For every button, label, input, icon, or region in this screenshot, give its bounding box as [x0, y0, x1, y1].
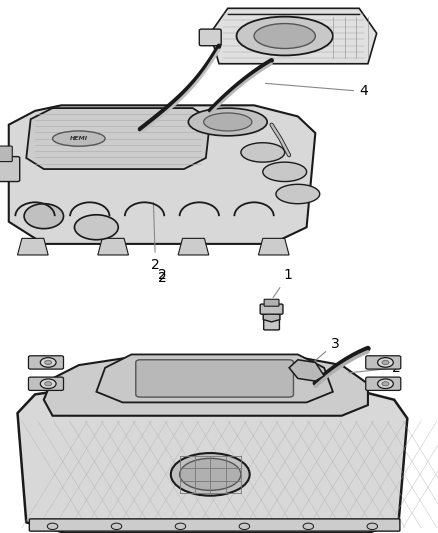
Circle shape [40, 358, 56, 367]
FancyBboxPatch shape [0, 157, 20, 182]
FancyBboxPatch shape [264, 313, 279, 330]
Ellipse shape [74, 215, 118, 240]
Polygon shape [258, 238, 289, 255]
Polygon shape [96, 354, 333, 402]
Polygon shape [26, 108, 210, 169]
Polygon shape [18, 238, 48, 255]
Polygon shape [98, 238, 128, 255]
Ellipse shape [24, 204, 64, 229]
Circle shape [303, 523, 314, 530]
Ellipse shape [188, 108, 267, 136]
Circle shape [175, 523, 186, 530]
FancyBboxPatch shape [366, 377, 401, 390]
Text: 2: 2 [158, 269, 166, 282]
FancyBboxPatch shape [29, 519, 400, 531]
Polygon shape [178, 238, 209, 255]
Text: 3: 3 [309, 337, 339, 366]
Polygon shape [210, 9, 377, 64]
FancyBboxPatch shape [136, 360, 293, 397]
Text: 2: 2 [349, 361, 401, 375]
Text: 2: 2 [151, 203, 160, 272]
Circle shape [367, 523, 378, 530]
Polygon shape [289, 360, 324, 381]
FancyBboxPatch shape [260, 304, 283, 314]
Circle shape [382, 360, 389, 365]
Text: HEMI: HEMI [70, 136, 88, 141]
Text: 1: 1 [273, 269, 293, 297]
Circle shape [382, 382, 389, 386]
Ellipse shape [180, 458, 241, 490]
Circle shape [378, 358, 393, 367]
FancyBboxPatch shape [0, 146, 12, 161]
Circle shape [378, 379, 393, 389]
FancyBboxPatch shape [28, 356, 64, 369]
FancyBboxPatch shape [264, 300, 279, 306]
FancyBboxPatch shape [199, 29, 221, 46]
Circle shape [45, 360, 52, 365]
Ellipse shape [53, 131, 105, 146]
FancyBboxPatch shape [28, 377, 64, 390]
Ellipse shape [241, 143, 285, 162]
Circle shape [111, 523, 122, 530]
Ellipse shape [237, 17, 333, 55]
Circle shape [239, 523, 250, 530]
Ellipse shape [204, 113, 252, 131]
Circle shape [40, 379, 56, 389]
Ellipse shape [276, 184, 320, 204]
Polygon shape [9, 106, 315, 244]
Circle shape [47, 523, 58, 530]
Ellipse shape [254, 23, 315, 49]
Polygon shape [18, 386, 407, 533]
Polygon shape [263, 312, 280, 322]
Polygon shape [44, 357, 368, 416]
Text: 2: 2 [158, 271, 166, 293]
Ellipse shape [263, 162, 307, 182]
FancyBboxPatch shape [366, 356, 401, 369]
Ellipse shape [171, 453, 250, 496]
Circle shape [45, 382, 52, 386]
Text: 4: 4 [265, 83, 368, 99]
